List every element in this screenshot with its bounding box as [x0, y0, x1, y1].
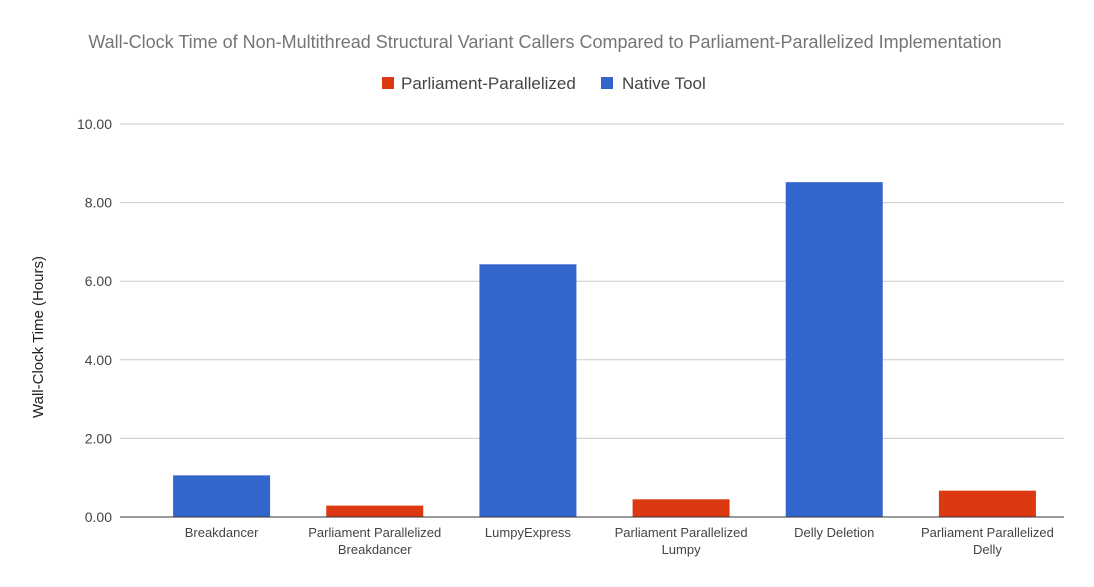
y-tick-label: 8.00 [85, 195, 112, 211]
y-tick-label: 2.00 [85, 430, 112, 446]
legend-swatch-parliament [382, 77, 394, 89]
bar [173, 475, 271, 517]
legend-label-native: Native Tool [622, 74, 706, 93]
bar [938, 490, 1036, 517]
x-category-label: Lumpy [662, 542, 702, 557]
y-axis-label: Wall-Clock Time (Hours) [30, 256, 47, 418]
x-axis-labels: Breakdancer Parliament Parallelized Breakd… [185, 525, 1054, 557]
y-tick-label: 4.00 [85, 352, 112, 368]
bar [326, 505, 424, 517]
y-tick-label: 0.00 [85, 509, 112, 525]
bar [785, 182, 883, 517]
y-axis-ticks: 0.00 2.00 4.00 6.00 8.00 10.00 [77, 116, 112, 525]
bar [479, 264, 577, 517]
x-category-label: Delly Deletion [794, 525, 874, 540]
x-category-label: Parliament Parallelized [921, 525, 1054, 540]
x-category-label: Breakdancer [185, 525, 259, 540]
bar [632, 499, 730, 517]
legend-swatch-native [601, 77, 613, 89]
y-tick-label: 10.00 [77, 116, 112, 132]
chart-title: Wall-Clock Time of Non-Multithread Struc… [88, 32, 1001, 52]
x-category-label: LumpyExpress [485, 525, 571, 540]
legend: Parliament-Parallelized Native Tool [382, 74, 706, 93]
y-tick-label: 6.00 [85, 273, 112, 289]
x-category-label: Parliament Parallelized [308, 525, 441, 540]
legend-label-parliament: Parliament-Parallelized [401, 74, 576, 93]
bars [173, 182, 1036, 517]
x-category-label: Breakdancer [338, 542, 412, 557]
gridlines [120, 123, 1064, 439]
x-category-label: Parliament Parallelized [615, 525, 748, 540]
x-category-label: Delly [973, 542, 1002, 557]
